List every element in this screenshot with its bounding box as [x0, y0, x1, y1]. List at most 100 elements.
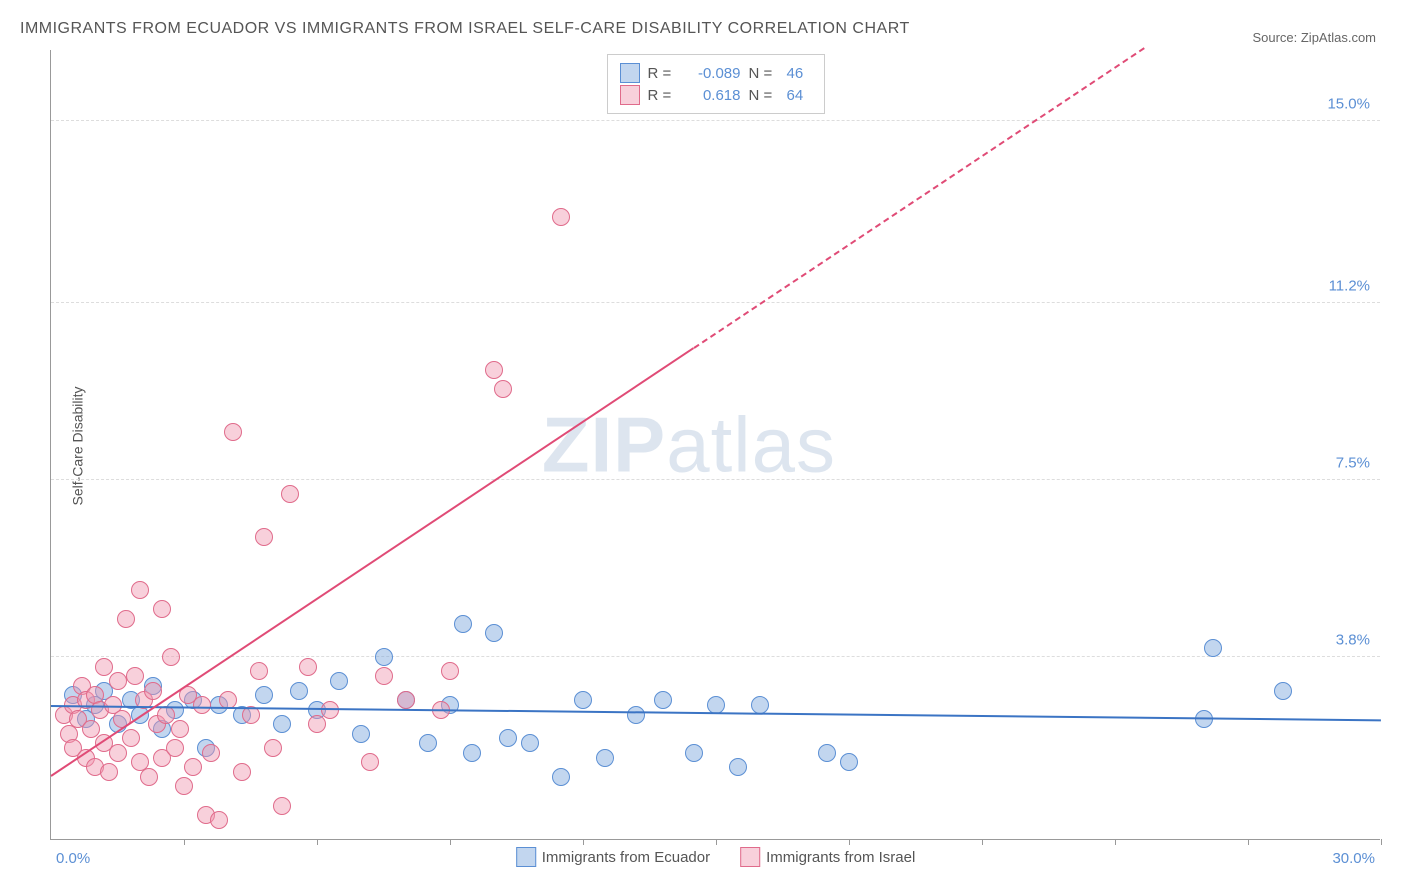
- legend-r-value: -0.089: [686, 65, 741, 82]
- data-point: [729, 758, 747, 776]
- data-point: [596, 749, 614, 767]
- data-point: [290, 682, 308, 700]
- data-point: [627, 706, 645, 724]
- data-point: [184, 758, 202, 776]
- legend-row-israel: R = 0.618 N = 64: [620, 85, 812, 105]
- x-tick: [982, 839, 983, 845]
- data-point: [264, 739, 282, 757]
- gridline: [51, 120, 1380, 121]
- y-tick-label: 11.2%: [1329, 277, 1370, 294]
- data-point: [352, 725, 370, 743]
- x-tick: [317, 839, 318, 845]
- x-max-label: 30.0%: [1332, 850, 1375, 867]
- data-point: [210, 811, 228, 829]
- x-tick: [716, 839, 717, 845]
- data-point: [654, 691, 672, 709]
- x-min-label: 0.0%: [56, 850, 90, 867]
- data-point: [485, 361, 503, 379]
- data-point: [552, 208, 570, 226]
- data-point: [552, 768, 570, 786]
- gridline: [51, 479, 1380, 480]
- legend-r-value: 0.618: [686, 87, 741, 104]
- legend-label: Immigrants from Israel: [766, 849, 915, 866]
- swatch-israel: [620, 85, 640, 105]
- data-point: [818, 744, 836, 762]
- data-point: [140, 768, 158, 786]
- data-point: [499, 729, 517, 747]
- legend-n-label: N =: [749, 65, 779, 82]
- data-point: [95, 658, 113, 676]
- source-label: Source: ZipAtlas.com: [1252, 30, 1376, 45]
- data-point: [273, 715, 291, 733]
- legend-n-value: 64: [787, 87, 812, 104]
- chart-title: IMMIGRANTS FROM ECUADOR VS IMMIGRANTS FR…: [20, 20, 910, 38]
- data-point: [521, 734, 539, 752]
- x-tick: [184, 839, 185, 845]
- legend-row-ecuador: R = -0.089 N = 46: [620, 63, 812, 83]
- watermark: ZIPatlas: [542, 399, 836, 490]
- data-point: [100, 763, 118, 781]
- data-point: [419, 734, 437, 752]
- plot-area: ZIPatlas R = -0.089 N = 46 R = 0.618 N =…: [50, 50, 1380, 840]
- data-point: [171, 720, 189, 738]
- data-point: [122, 729, 140, 747]
- data-point: [1204, 639, 1222, 657]
- data-point: [441, 662, 459, 680]
- data-point: [299, 658, 317, 676]
- data-point: [685, 744, 703, 762]
- data-point: [463, 744, 481, 762]
- data-point: [375, 648, 393, 666]
- data-point: [233, 763, 251, 781]
- data-point: [255, 528, 273, 546]
- legend-item-israel: Immigrants from Israel: [740, 847, 915, 867]
- data-point: [273, 797, 291, 815]
- x-tick: [583, 839, 584, 845]
- x-tick: [1381, 839, 1382, 845]
- data-point: [751, 696, 769, 714]
- gridline: [51, 302, 1380, 303]
- data-point: [131, 581, 149, 599]
- y-tick-label: 3.8%: [1336, 632, 1370, 649]
- x-tick: [849, 839, 850, 845]
- legend-bottom: Immigrants from Ecuador Immigrants from …: [516, 847, 916, 867]
- data-point: [308, 715, 326, 733]
- data-point: [485, 624, 503, 642]
- legend-n-label: N =: [749, 87, 779, 104]
- data-point: [153, 600, 171, 618]
- y-tick-label: 15.0%: [1327, 95, 1370, 112]
- data-point: [109, 744, 127, 762]
- data-point: [117, 610, 135, 628]
- data-point: [840, 753, 858, 771]
- x-tick: [1115, 839, 1116, 845]
- data-point: [494, 380, 512, 398]
- data-point: [193, 696, 211, 714]
- legend-r-label: R =: [648, 87, 678, 104]
- data-point: [224, 423, 242, 441]
- legend-n-value: 46: [787, 65, 812, 82]
- legend-r-label: R =: [648, 65, 678, 82]
- data-point: [255, 686, 273, 704]
- data-point: [109, 672, 127, 690]
- swatch-ecuador: [620, 63, 640, 83]
- data-point: [454, 615, 472, 633]
- data-point: [330, 672, 348, 690]
- x-tick: [1248, 839, 1249, 845]
- y-tick-label: 7.5%: [1336, 454, 1370, 471]
- data-point: [361, 753, 379, 771]
- x-tick: [450, 839, 451, 845]
- data-point: [82, 720, 100, 738]
- data-point: [1274, 682, 1292, 700]
- data-point: [144, 682, 162, 700]
- gridline: [51, 656, 1380, 657]
- data-point: [126, 667, 144, 685]
- data-point: [397, 691, 415, 709]
- legend-item-ecuador: Immigrants from Ecuador: [516, 847, 710, 867]
- legend-label: Immigrants from Ecuador: [542, 849, 710, 866]
- data-point: [574, 691, 592, 709]
- data-point: [375, 667, 393, 685]
- data-point: [166, 739, 184, 757]
- data-point: [250, 662, 268, 680]
- swatch-ecuador-icon: [516, 847, 536, 867]
- data-point: [202, 744, 220, 762]
- legend-top: R = -0.089 N = 46 R = 0.618 N = 64: [607, 54, 825, 114]
